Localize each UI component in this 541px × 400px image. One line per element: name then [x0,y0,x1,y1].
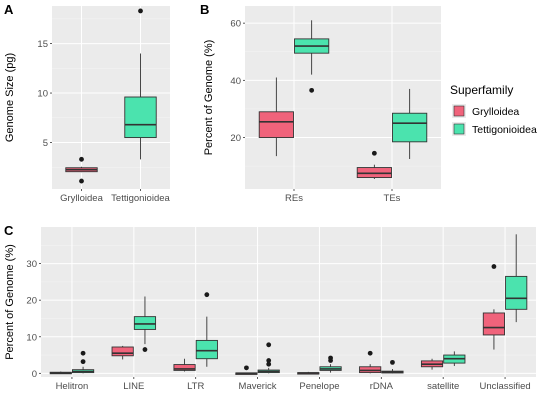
x-tick-label-helitron: Helitron [56,381,89,392]
y-tick-label: 20 [230,133,241,144]
y-tick-label: 10 [26,332,37,343]
box-tettigonioidea-satellite [443,351,466,367]
y-tick-label: 60 [230,19,241,30]
box-grylloidea-maverick [235,365,258,375]
y-tick-label: 10 [37,89,48,100]
x-tick-label-line: LINE [123,381,144,392]
box-body [124,96,157,139]
box-tettigonioidea-maverick [257,342,280,374]
legend-title: Superfamily [450,83,513,97]
box-body [195,339,218,360]
box-body [173,364,196,371]
outlier-point [80,359,86,365]
box-grylloidea-res [258,77,294,157]
x-tick-label-res: REs [285,193,303,204]
outlier-point [491,264,497,269]
box-grylloidea-rdna [359,350,382,374]
box-body [111,346,134,357]
x-tick-label-tettigonioidea: Tettigonioidea [111,193,170,204]
box-tettigonioidea-rdna [381,359,404,374]
x-tick-label-maverick: Maverick [239,381,277,392]
box-tettigonioidea-ltr [195,292,218,367]
box-tettigonioidea-helitron [71,350,95,374]
outlier-point [79,156,84,162]
x-tick-label-satellite: satellite [427,381,459,392]
box-body [258,111,294,138]
y-tick-label: 20 [26,296,37,307]
x-tick-label-unclassified: Unclassified [479,381,530,392]
box-tettigonioidea-tes [392,88,428,159]
panel-letter: A [4,2,14,17]
x-tick-label-rdna: rDNA [370,381,394,392]
legend-item-tettigonioidea: Tettigonioidea [452,122,537,136]
outlier-point [309,87,315,93]
box-grylloidea-tes [356,150,392,179]
legend-swatch-grylloidea [453,105,465,117]
legend-item-grylloidea: Grylloidea [452,104,519,118]
panel-letter: C [4,223,14,238]
panel-c: 0 10 20 30 Helitron LINE LTR Maverick Penelope rD… [4,223,536,392]
outlier-point [367,350,373,356]
box-grylloidea-unclassified [482,264,506,350]
box-grylloidea-grylloidea [65,156,98,184]
y-tick-label: 15 [37,39,48,50]
outlier-point [204,292,210,298]
box-grylloidea-satellite [420,358,444,370]
outlier-point [266,361,272,367]
outlier-point [244,365,249,371]
legend: Superfamily Grylloidea Tettigonioidea [450,83,537,136]
y-tick-label: 0 [32,369,37,380]
x-tick-label-penelope: Penelope [299,381,339,392]
outlier-point [138,8,143,14]
legend-label-grylloidea: Grylloidea [472,106,519,118]
outlier-point [266,342,272,348]
box-tettigonioidea-res [294,20,330,93]
y-tick-label: 30 [26,259,37,270]
panel-a: 5 10 15 Grylloidea Tettigonioidea Genome Size… [4,2,171,204]
x-tick-label-grylloidea: Grylloidea [60,193,103,204]
box-tettigonioidea-unclassified [505,234,528,323]
panel-b: 20 40 60 REs TEs Percent of Genome (%) B [200,2,441,204]
box-grylloidea-helitron [49,371,72,375]
y-axis-label: Genome Size (pg) [4,53,16,142]
outlier-point [266,358,272,363]
legend-label-tettigonioidea: Tettigonioidea [472,124,537,136]
outlier-point [371,150,377,156]
outlier-point [142,347,148,352]
box-body [482,312,506,336]
outlier-point [328,355,333,361]
plot-background [245,6,441,189]
box-tettigonioidea-tettigonioidea [124,8,157,160]
y-axis-label: Percent of Genome (%) [4,244,16,360]
panel-letter: B [200,2,209,17]
box-body [505,275,528,310]
y-tick-label: 5 [43,138,48,149]
outlier-point [80,350,86,356]
box-tettigonioidea-penelope [319,355,342,373]
y-axis-label: Percent of Genome (%) [203,40,215,156]
box-body [133,316,157,330]
legend-swatch-tettigonioidea [453,123,465,135]
outlier-point [390,359,395,365]
y-tick-label: 40 [230,76,241,87]
box-tettigonioidea-line [133,296,157,352]
box-grylloidea-ltr [173,358,196,372]
box-grylloidea-penelope [297,371,320,375]
box-body [392,112,428,143]
x-tick-label-tes: TEs [384,193,401,204]
box-grylloidea-line [111,345,134,360]
x-tick-label-ltr: LTR [187,381,204,392]
outlier-point [79,178,84,184]
